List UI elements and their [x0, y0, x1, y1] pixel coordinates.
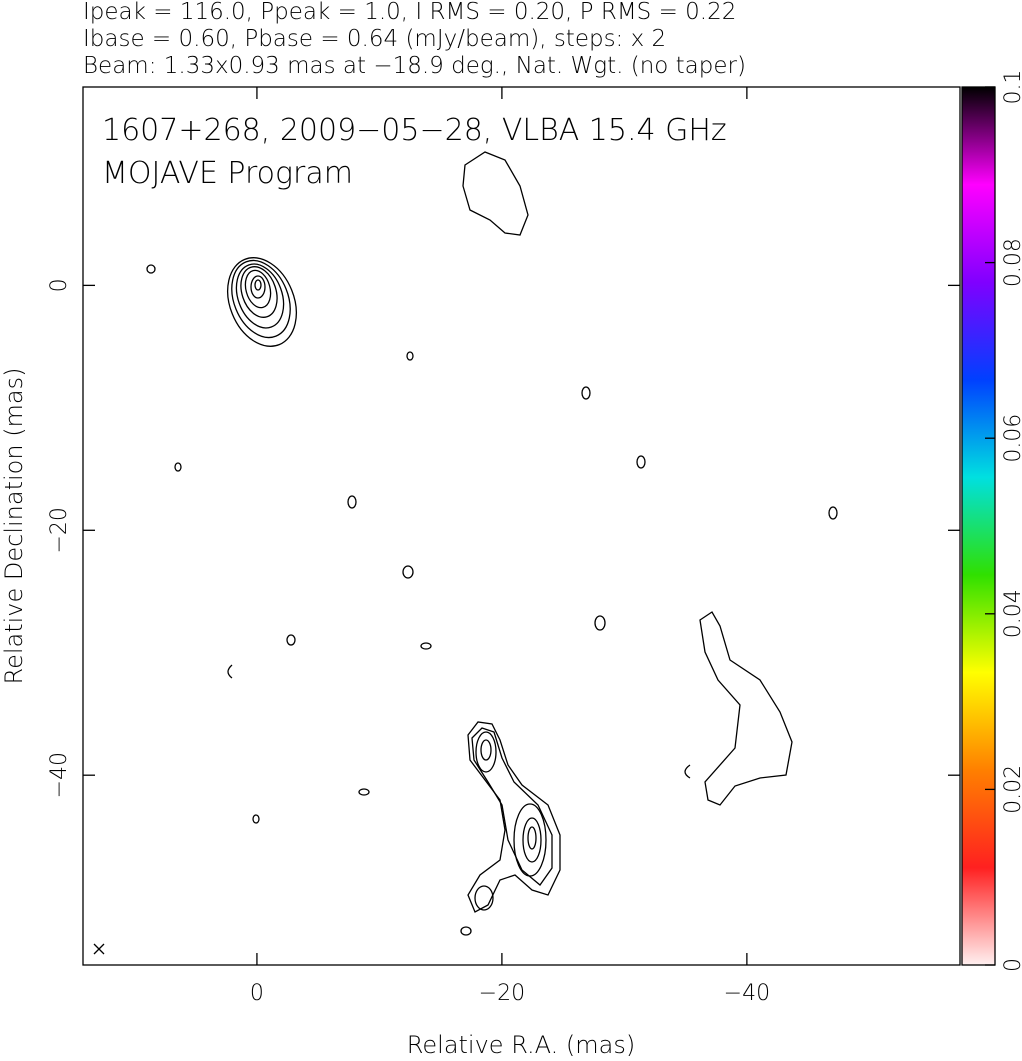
contour [402, 565, 414, 579]
contour [474, 885, 494, 911]
contour [828, 506, 838, 520]
header-line: Ibase = 0.60, Pbase = 0.64 (mJy/beam), s… [83, 26, 666, 52]
contour [244, 269, 272, 309]
header-line: Ipeak = 116.0, Ppeak = 1.0, I RMS = 0.20… [83, 0, 736, 25]
contour [480, 739, 492, 761]
contour [475, 731, 497, 773]
annotation: MOJAVE Program [102, 156, 353, 191]
beam-marker [93, 943, 105, 955]
contour [513, 803, 547, 877]
contour [227, 257, 297, 347]
contour [581, 386, 591, 400]
contour [240, 266, 278, 318]
x-axis-label: Relative R.A. (mas) [407, 1031, 635, 1059]
annotation: 1607+268, 2009−05−28, VLBA 15.4 GHz [102, 113, 727, 148]
contour [594, 615, 606, 631]
colorbar-tick-label: 0.1 [1001, 70, 1022, 105]
plot-frame [82, 86, 961, 966]
colorbar-tick-label: 0.08 [1001, 238, 1022, 287]
contour [460, 926, 472, 936]
contour [467, 721, 561, 913]
contour [420, 642, 432, 650]
contour [462, 151, 529, 236]
y-axis-label: Relative Declination (mas) [0, 367, 28, 684]
colorbar-tick-label: 0.02 [1001, 765, 1022, 814]
contour [252, 814, 260, 824]
colorbar [961, 86, 996, 966]
contour [286, 634, 296, 646]
x-tick-label: 0 [250, 981, 264, 1006]
contour [522, 817, 542, 863]
contour [358, 788, 370, 796]
contour [636, 455, 646, 469]
contours [93, 151, 838, 955]
x-tick-label: −20 [479, 981, 525, 1006]
x-tick-label: −40 [724, 981, 770, 1006]
colorbar-tick-label: 0.06 [1001, 414, 1022, 463]
contour [254, 279, 262, 291]
contour [231, 259, 291, 339]
y-tick-label: −20 [47, 507, 72, 553]
contour [699, 611, 793, 806]
y-tick-label: −40 [47, 752, 72, 798]
contour [347, 495, 357, 509]
contour [250, 275, 266, 299]
contour [227, 664, 691, 779]
contour [471, 727, 553, 886]
contour [527, 826, 537, 850]
header-line: Beam: 1.33x0.93 mas at −18.9 deg., Nat. … [83, 53, 746, 79]
colorbar-tick-label: 0.04 [1001, 589, 1022, 638]
colorbar-tick-label: 0 [1001, 958, 1022, 972]
y-tick-label: 0 [47, 278, 72, 292]
contour [146, 264, 156, 274]
contour [406, 351, 414, 361]
contour [174, 462, 182, 472]
contour [235, 263, 285, 329]
